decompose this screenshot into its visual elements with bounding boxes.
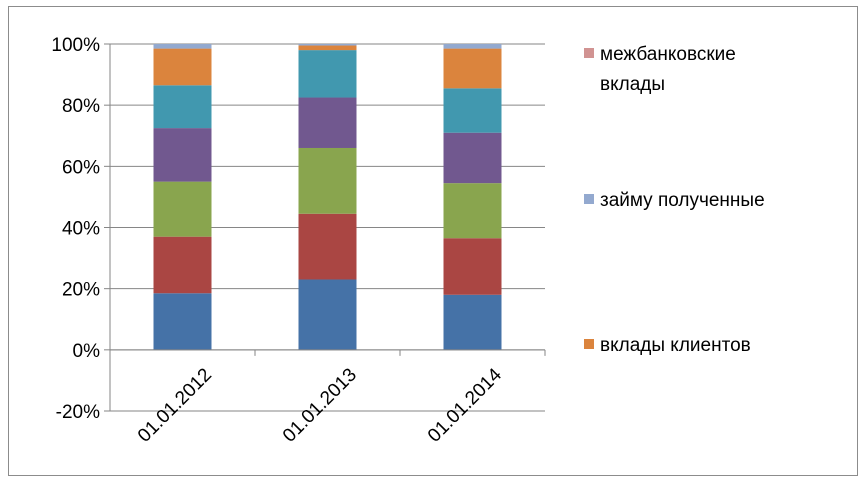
bar-segment [443,294,502,350]
bar-segment [298,45,357,51]
bar-segment [153,128,212,182]
y-tick-label: -20% [56,402,100,423]
legend-label: вклады клиентов [600,335,751,356]
x-tick-label: 01.01.2012 [134,365,216,447]
y-tick-label: 0% [73,341,101,362]
legend-swatch [584,339,594,349]
bar-segment [298,97,357,148]
legend-label: вклады [600,74,665,95]
legend-swatch [584,194,594,204]
chart-frame [8,6,858,476]
bar-segment [443,132,502,184]
bar-segment [298,279,357,350]
bar-segment [153,48,212,86]
x-tick-label: 01.01.2014 [424,364,506,446]
y-tick-label: 60% [62,157,100,178]
y-tick-label: 80% [62,96,100,117]
y-tick-label: 100% [51,35,100,56]
bar-segment [443,48,502,89]
legend-label: межбанковские [600,44,736,65]
x-tick-label: 01.01.2013 [279,365,361,447]
legend-swatch [584,48,594,58]
bar-segment [153,236,212,294]
legend-label: займу полученные [600,190,765,211]
bar-segment [443,44,502,49]
bar-segment [443,238,502,295]
bar-segment [153,293,212,350]
bar-segment [298,44,357,46]
bar-segment [153,181,212,237]
bar-segment [298,50,357,98]
bar-segment [298,213,357,280]
y-tick-label: 20% [62,280,100,301]
bar-segment [443,88,502,133]
y-tick-label: 40% [62,219,100,240]
bar-segment [443,183,502,239]
bar-segment [298,147,357,214]
bar-segment [153,44,212,49]
bar-segment [153,85,212,129]
